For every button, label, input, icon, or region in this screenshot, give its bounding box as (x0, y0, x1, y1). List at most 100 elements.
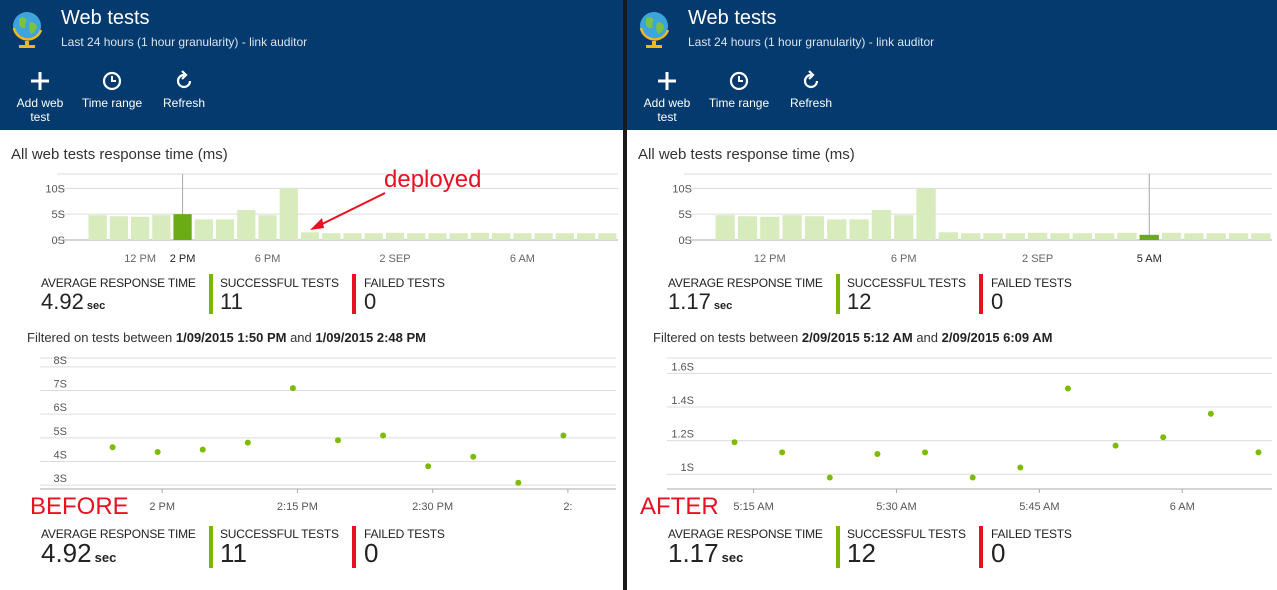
success-indicator (209, 274, 213, 314)
data-point (109, 444, 116, 451)
bar (513, 233, 532, 240)
y-tick-label: 1.2S (671, 429, 694, 441)
data-point (244, 439, 251, 446)
x-tick-label: 5 AM (1137, 253, 1162, 265)
y-tick-label: 8S (54, 355, 67, 367)
failed-indicator (352, 526, 356, 568)
time-range-button[interactable]: Time range (707, 70, 771, 110)
avg-response-unit: sec (86, 300, 106, 312)
filter-end: 1/09/2015 2:48 PM (315, 330, 426, 345)
avg-response-number: 4.92 (41, 289, 84, 314)
success-indicator (836, 274, 840, 314)
blade-subtitle: Last 24 hours (1 hour granularity) - lin… (688, 35, 935, 49)
avg-response-label: AVERAGE RESPONSE TIME (41, 276, 196, 290)
add-web-test-label-1: Add web (643, 96, 691, 110)
success-label: SUCCESSFUL TESTS (220, 276, 339, 290)
bar (577, 233, 596, 240)
data-point (731, 439, 738, 446)
bar (534, 233, 553, 240)
bar (470, 232, 490, 240)
x-tick-label: 2 SEP (379, 253, 410, 265)
response-time-scatter-chart[interactable]: 1.6S 1.4S 1.2S 1S 5:15 AM 5:30 AM 5:45 AM 6 AM (627, 355, 1277, 520)
bar (130, 216, 150, 240)
data-point (425, 463, 432, 470)
x-tick-label: 5:15 AM (733, 501, 773, 513)
success-value: 12 (847, 538, 876, 568)
bar (827, 219, 847, 240)
y-tick-label: 10S (45, 183, 65, 195)
x-tick-label: 12 PM (754, 253, 786, 265)
data-point (1255, 449, 1262, 456)
y-tick-label: 5S (54, 426, 67, 438)
bar (449, 233, 468, 240)
data-point (1064, 385, 1071, 392)
data-point (779, 449, 786, 456)
response-time-bar-chart[interactable]: 10S 5S 0S 12 PM 6 PM 2 SEP 5 AM (627, 170, 1277, 270)
bar (983, 233, 1003, 240)
data-point (470, 453, 477, 460)
failed-label: FAILED TESTS (364, 527, 445, 541)
refresh-icon (803, 70, 819, 89)
failed-value: 0 (364, 289, 377, 314)
y-tick-label: 4S (54, 450, 67, 462)
success-indicator (836, 526, 840, 568)
refresh-button[interactable]: Refresh (787, 70, 835, 110)
add-web-test-label-2: test (657, 110, 677, 124)
avg-response-unit: sec (721, 550, 744, 565)
refresh-icon (176, 70, 192, 89)
avg-response-number: 4.92 (41, 538, 92, 568)
bar (215, 219, 235, 240)
data-point (380, 432, 387, 439)
x-tick-label: 5:30 AM (876, 501, 916, 513)
x-tick-label: 5:45 AM (1019, 501, 1059, 513)
bar (1117, 232, 1137, 240)
x-tick-label: 6 AM (510, 253, 535, 265)
bar (737, 216, 758, 240)
success-label: SUCCESSFUL TESTS (220, 527, 339, 541)
bar (407, 233, 426, 240)
bar (894, 215, 914, 240)
success-label: SUCCESSFUL TESTS (847, 527, 966, 541)
avg-response-unit: sec (713, 300, 733, 312)
filter-text: Filtered on tests between 2/09/2015 5:12… (653, 330, 1052, 345)
success-indicator (209, 526, 213, 568)
filter-prefix: Filtered on tests between (27, 330, 173, 345)
bar (1184, 233, 1204, 240)
globe-icon (639, 12, 670, 48)
bar (152, 215, 171, 240)
bar (88, 215, 107, 240)
data-point (289, 385, 296, 392)
avg-response-number: 1.17 (668, 289, 711, 314)
data-point (199, 446, 206, 453)
data-point (969, 474, 976, 481)
blade-subtitle: Last 24 hours (1 hour granularity) - lin… (61, 35, 308, 49)
x-tick-label: 2: (563, 501, 572, 513)
time-range-button[interactable]: Time range (80, 70, 144, 110)
y-tick-label: 10S (672, 183, 692, 195)
add-web-test-button[interactable]: Add web test (641, 70, 693, 124)
bar (782, 215, 802, 240)
blade-title: Web tests (61, 7, 150, 29)
data-point (1160, 434, 1167, 441)
refresh-button[interactable]: Refresh (160, 70, 208, 110)
before-annotation: BEFORE (30, 493, 129, 520)
x-tick-label: 2:30 PM (412, 501, 453, 513)
add-web-test-button[interactable]: Add web test (14, 70, 66, 124)
y-tick-label: 7S (54, 379, 67, 391)
y-tick-label: 0S (52, 235, 65, 247)
filter-conj: and (290, 330, 312, 345)
failed-indicator (352, 274, 356, 314)
data-point (826, 474, 833, 481)
response-time-bar-chart[interactable]: 10S 5S 0S 12 PM 2 PM 6 PM 2 SEP 6 AM (0, 170, 623, 270)
refresh-label: Refresh (162, 96, 206, 110)
blade-title: Web tests (688, 7, 777, 29)
success-label: SUCCESSFUL TESTS (847, 276, 966, 290)
deployed-annotation: deployed (384, 166, 482, 193)
section-title: All web tests response time (ms) (11, 146, 228, 163)
failed-label: FAILED TESTS (364, 276, 445, 290)
response-time-scatter-chart[interactable]: 8S 7S 6S 5S 4S 3S 2 PM 2:15 PM 2:30 PM 2: (0, 355, 623, 520)
failed-value: 0 (991, 289, 1004, 314)
data-point (334, 437, 341, 444)
add-web-test-label-1: Add web (16, 96, 64, 110)
